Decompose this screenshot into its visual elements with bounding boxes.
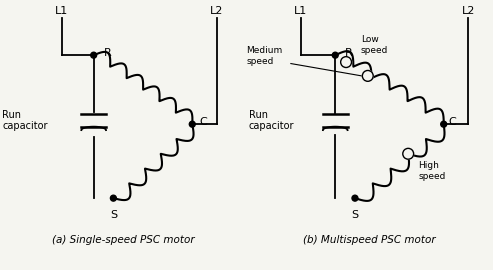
Circle shape (341, 57, 352, 68)
Text: Run
capacitor: Run capacitor (249, 110, 294, 131)
Text: C: C (449, 117, 457, 127)
Text: L2: L2 (461, 6, 475, 16)
Circle shape (332, 52, 338, 58)
Text: High
speed: High speed (418, 161, 446, 181)
Text: R: R (104, 48, 111, 58)
Circle shape (441, 121, 447, 127)
Text: Low
speed: Low speed (361, 35, 388, 55)
Circle shape (352, 195, 358, 201)
Text: (a) Single-speed PSC motor: (a) Single-speed PSC motor (52, 235, 195, 245)
Text: R: R (345, 48, 353, 58)
Text: L2: L2 (210, 6, 224, 16)
Circle shape (189, 121, 195, 127)
Text: Medium
speed: Medium speed (246, 46, 283, 66)
Circle shape (362, 70, 373, 81)
Circle shape (403, 148, 414, 159)
Text: (b) Multispeed PSC motor: (b) Multispeed PSC motor (303, 235, 436, 245)
Circle shape (110, 195, 116, 201)
Text: S: S (110, 211, 117, 221)
Text: C: C (200, 117, 208, 127)
Circle shape (91, 52, 97, 58)
Text: Run
capacitor: Run capacitor (2, 110, 48, 131)
Text: L1: L1 (294, 6, 307, 16)
Text: S: S (352, 211, 358, 221)
Text: L1: L1 (55, 6, 68, 16)
